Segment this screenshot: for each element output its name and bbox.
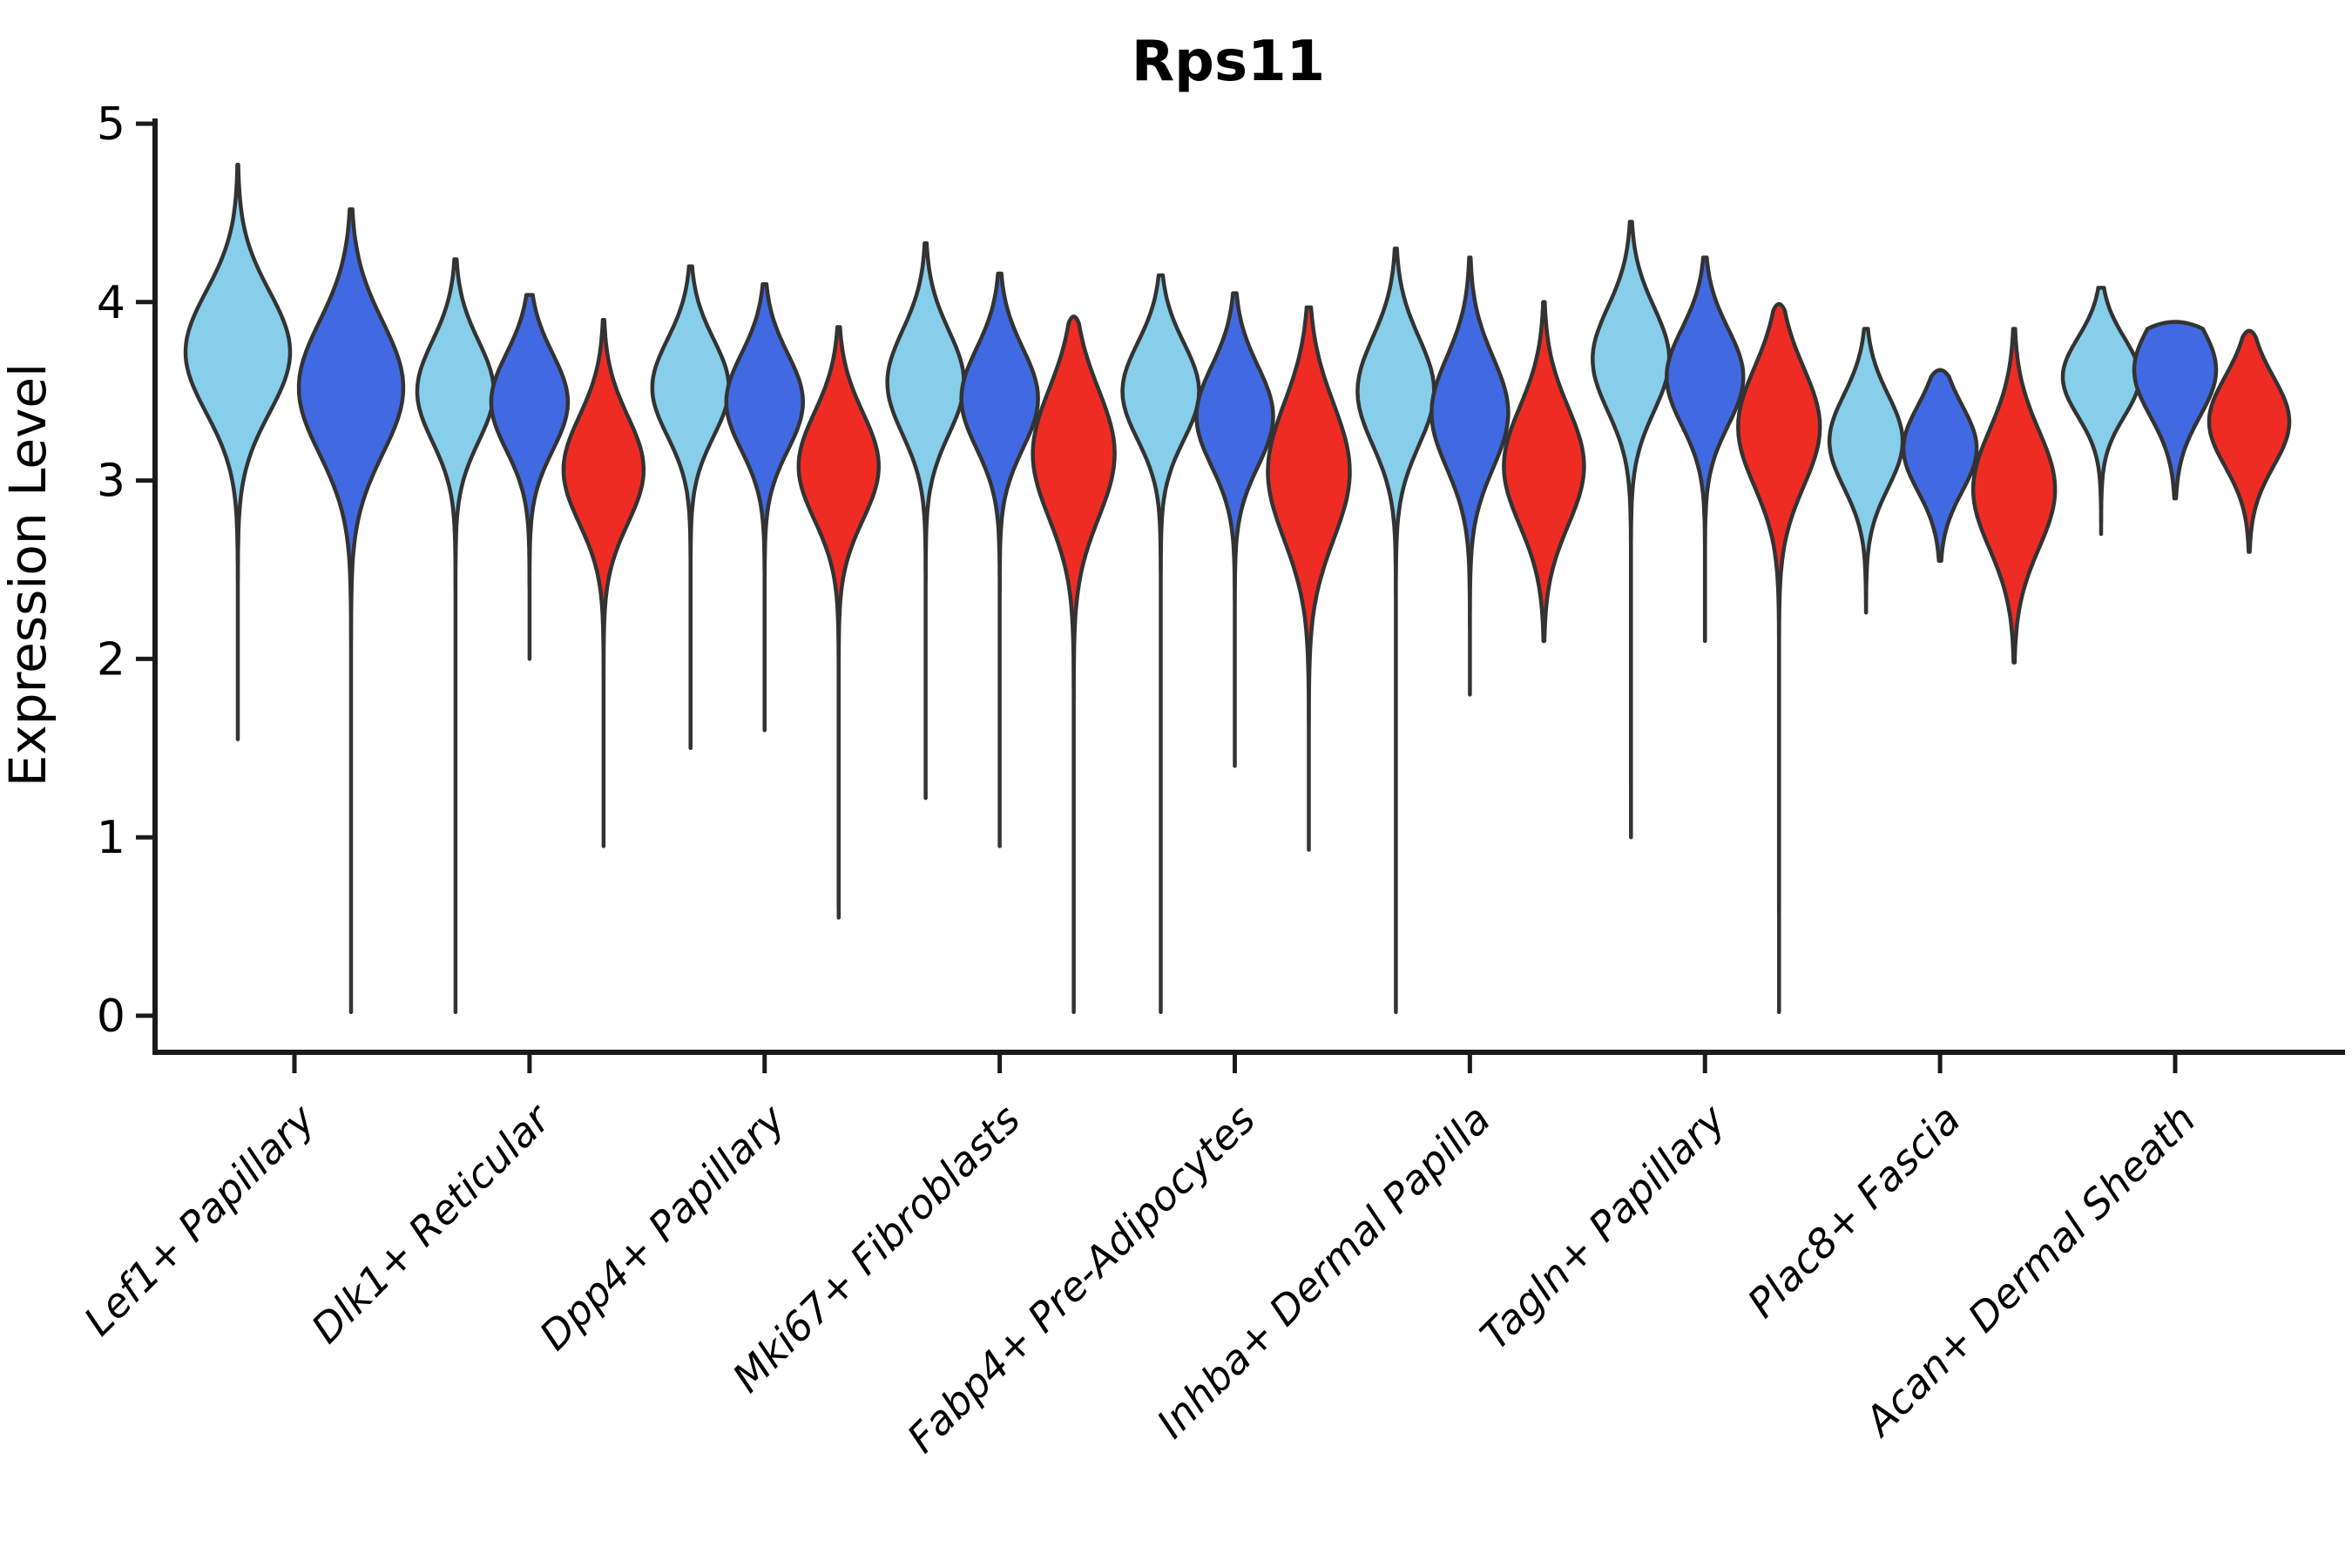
violin-dark-blue-9 (2132, 320, 2219, 501)
violin-light-blue-8 (1827, 327, 1905, 615)
y-tick-label: 2 (97, 633, 125, 686)
violin-light-blue-5 (1120, 273, 1201, 1015)
y-tick-label: 5 (97, 98, 125, 151)
y-tick-label: 4 (97, 277, 125, 329)
violin-dark-blue-3 (724, 282, 805, 733)
y-axis-label: Expression Level (0, 363, 57, 787)
violin-dark-blue-8 (1901, 368, 1979, 564)
violin-light-blue-1 (183, 162, 293, 741)
violin-dark-blue-7 (1665, 255, 1746, 644)
violin-dark-blue-6 (1429, 255, 1511, 697)
violin-dark-blue-5 (1194, 291, 1275, 768)
y-tick-label: 3 (97, 456, 125, 508)
violin-red-2 (561, 318, 646, 848)
violin-light-blue-4 (885, 240, 966, 801)
violin-red-5 (1266, 305, 1352, 852)
violin-light-blue-6 (1355, 247, 1436, 1015)
x-tick-label: Dpp4+ Papillary (531, 1095, 794, 1359)
violins-layer (183, 162, 2292, 1015)
violin-dark-blue-1 (296, 207, 406, 1015)
x-tick-label: Plac8+ Fascia (1739, 1096, 1970, 1327)
x-tick-label: Lef1+ Papillary (75, 1095, 324, 1344)
violin-red-8 (1970, 327, 2058, 665)
violin-red-4 (1031, 314, 1117, 1015)
violin-red-3 (796, 325, 881, 920)
violin-dark-blue-2 (489, 293, 571, 661)
violin-red-7 (1736, 301, 1822, 1015)
y-tick-label: 1 (97, 812, 125, 864)
chart-title: Rps11 (1132, 30, 1325, 94)
violin-red-6 (1502, 300, 1586, 644)
x-tick-label: Dlk1+ Reticular (302, 1093, 561, 1352)
violin-light-blue-3 (650, 264, 731, 751)
violin-light-blue-9 (2060, 286, 2142, 537)
violin-light-blue-2 (415, 257, 497, 1015)
x-tick-label: Tagln+ Papillary (1471, 1095, 1735, 1359)
violin-red-9 (2207, 328, 2292, 554)
violin-light-blue-7 (1591, 220, 1672, 840)
violin-dark-blue-4 (959, 271, 1040, 848)
y-tick-label: 0 (97, 990, 125, 1043)
